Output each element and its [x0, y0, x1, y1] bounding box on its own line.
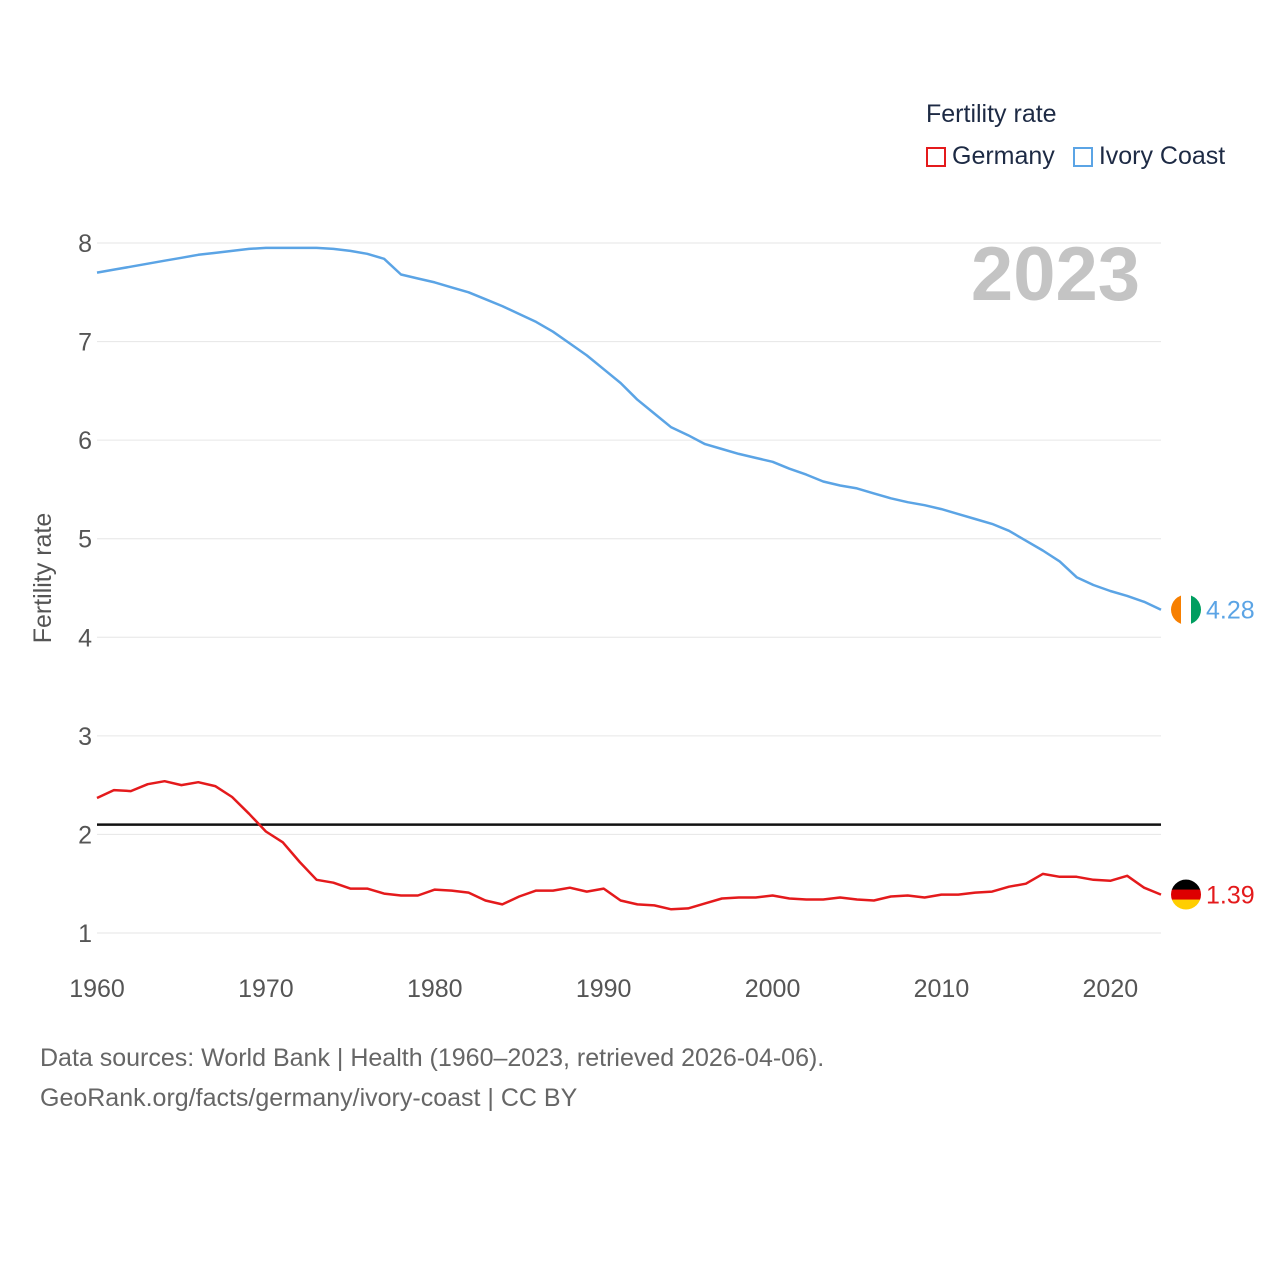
- legend-item-germany[interactable]: Germany: [926, 142, 1055, 171]
- legend-title: Fertility rate: [926, 100, 1057, 128]
- legend: Germany Ivory Coast: [926, 142, 1243, 171]
- y-axis-label: Fertility rate: [29, 513, 57, 644]
- y-tick-label: 3: [78, 723, 92, 751]
- legend-label-ivory-coast: Ivory Coast: [1098, 142, 1226, 170]
- x-tick-label: 2000: [745, 975, 801, 1003]
- y-tick-label: 1: [78, 920, 92, 948]
- series-line-germany: [96, 779, 1162, 911]
- y-tick-label: 5: [78, 526, 92, 554]
- x-tick-label: 1990: [576, 975, 632, 1003]
- y-tick-label: 7: [78, 329, 92, 357]
- x-tick-label: 2020: [1083, 975, 1139, 1003]
- end-label-ivory-coast: 4.28: [1206, 597, 1255, 625]
- legend-swatch-germany: [926, 146, 946, 167]
- y-tick-label: 4: [78, 624, 92, 652]
- series-line-ivory-coast: [96, 246, 1162, 611]
- y-tick-label: 6: [78, 427, 92, 455]
- footer-sources: Data sources: World Bank | Health (1960–…: [40, 1044, 825, 1072]
- flag-ivory-coast-icon: [1171, 594, 1201, 625]
- x-tick-label: 1970: [238, 975, 294, 1003]
- x-tick-label: 1960: [69, 975, 125, 1003]
- legend-item-ivory-coast[interactable]: Ivory Coast: [1072, 142, 1226, 171]
- flag-germany-icon: [1171, 879, 1201, 910]
- legend-label-germany: Germany: [952, 142, 1055, 170]
- x-tick-label: 1980: [407, 975, 463, 1003]
- year-label: 2023: [971, 232, 1140, 317]
- legend-swatch-ivory-coast: [1072, 146, 1093, 167]
- footer-link[interactable]: GeoRank.org/facts/germany/ivory-coast | …: [40, 1084, 578, 1112]
- end-label-germany: 1.39: [1206, 882, 1255, 910]
- y-tick-label: 2: [78, 821, 92, 849]
- y-tick-label: 8: [78, 230, 92, 258]
- x-tick-label: 2010: [914, 975, 970, 1003]
